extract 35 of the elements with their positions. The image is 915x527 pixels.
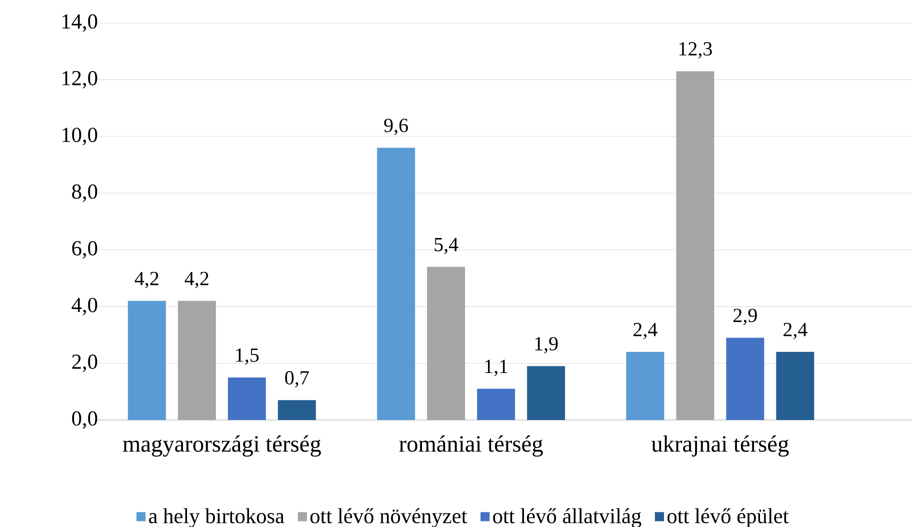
data-label: 4,2	[184, 272, 208, 288]
x-tick-label: magyarországi térség	[122, 435, 321, 457]
bar	[228, 377, 266, 420]
data-label: 2,9	[734, 308, 757, 326]
y-tick-label: 8,0	[72, 184, 98, 202]
bar	[377, 148, 416, 420]
data-label: 2,4	[634, 322, 658, 340]
data-label: 4,2	[134, 272, 158, 288]
y-tick-label: 6,0	[72, 241, 98, 259]
y-tick-label: 14,0	[62, 14, 98, 32]
x-tick-label: ukrajnai térség	[651, 435, 789, 457]
y-tick-label: 10,0	[62, 128, 98, 146]
bar	[278, 400, 316, 420]
data-label: 5,4	[434, 238, 458, 254]
data-label: 9,6	[384, 118, 408, 136]
bar	[128, 300, 166, 420]
y-tick-label: 4,0	[72, 298, 98, 316]
data-label: 12,3	[679, 42, 712, 58]
bar	[477, 388, 516, 420]
data-label: 0,7	[285, 371, 309, 388]
bar	[676, 71, 714, 420]
bar	[427, 266, 466, 420]
bar	[626, 352, 664, 420]
y-tick-label: 12,0	[62, 70, 98, 88]
data-label: 1,9	[535, 337, 558, 354]
y-tick-label: 0,0	[72, 411, 98, 429]
bar	[726, 338, 764, 420]
x-tick-label: romániai térség	[399, 435, 543, 457]
bar	[527, 366, 566, 420]
data-label: 2,4	[784, 322, 808, 340]
data-label: 1,1	[485, 360, 508, 376]
bar	[178, 300, 216, 420]
data-label: 1,5	[236, 348, 259, 365]
bar	[776, 352, 814, 420]
y-tick-label: 2,0	[72, 354, 98, 372]
